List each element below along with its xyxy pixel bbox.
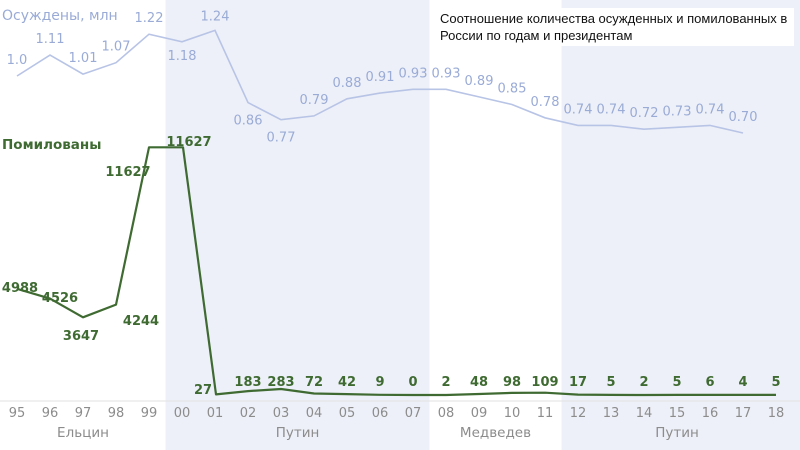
x-tick-label: 10 — [504, 406, 521, 421]
convicted-data-label: 0.70 — [729, 110, 758, 125]
convicted-data-label: 0.93 — [432, 66, 461, 81]
convicted-data-label: 1.18 — [168, 49, 197, 64]
era-band-3 — [561, 0, 800, 450]
pardoned-data-label: 9 — [375, 375, 384, 390]
era-label: Ельцин — [57, 425, 109, 441]
convicted-data-label: 1.24 — [201, 9, 230, 24]
x-tick-label: 18 — [768, 406, 785, 421]
x-tick-label: 12 — [570, 406, 587, 421]
convicted-data-label: 0.79 — [300, 93, 329, 108]
pardoned-data-label: 4 — [738, 375, 747, 390]
x-tick-label: 98 — [108, 406, 125, 421]
convicted-data-label: 0.89 — [465, 74, 494, 89]
x-tick-label: 13 — [603, 406, 620, 421]
convicted-data-label: 0.78 — [531, 95, 560, 110]
pardoned-data-label: 5 — [672, 375, 681, 390]
x-tick-label: 15 — [669, 406, 686, 421]
era-label: Медведев — [460, 425, 531, 441]
pardoned-data-label: 17 — [569, 375, 587, 390]
x-tick-label: 07 — [405, 406, 422, 421]
pardoned-data-label: 4244 — [123, 314, 159, 329]
pardoned-data-label: 2 — [441, 375, 450, 390]
pardoned-series-title: Помилованы — [2, 137, 101, 153]
x-tick-label: 16 — [702, 406, 719, 421]
x-tick-label: 02 — [240, 406, 257, 421]
convicted-data-label: 0.93 — [399, 66, 428, 81]
convicted-data-label: 0.72 — [630, 106, 659, 121]
pardoned-line — [16, 146, 776, 397]
convicted-data-label: 0.91 — [366, 70, 395, 85]
convicted-data-label: 0.74 — [564, 102, 593, 117]
pardoned-data-label: 0 — [408, 375, 417, 390]
era-labels: Ельцин Путин Медведев Путин — [57, 425, 699, 441]
x-tick-label: 96 — [42, 406, 59, 421]
era-band-1 — [165, 0, 430, 450]
x-tick-label: 99 — [141, 406, 158, 421]
pardoned-data-label: 183 — [234, 375, 261, 390]
chart-note: Соотношение количества осужденных и поми… — [436, 8, 794, 46]
pardoned-data-label: 4988 — [2, 281, 38, 296]
pardoned-data-label: 27 — [194, 383, 212, 398]
x-tick-label: 17 — [735, 406, 752, 421]
convicted-data-label: 0.74 — [597, 102, 626, 117]
pardoned-data-label: 72 — [305, 375, 323, 390]
x-tick-label: 00 — [174, 406, 191, 421]
convicted-data-label: 0.86 — [234, 114, 263, 129]
x-tick-label: 14 — [636, 406, 653, 421]
convicted-series: 1.0 1.11 1.01 1.07 1.22 1.18 1.24 0.86 0.77 0.79 0… — [7, 9, 758, 145]
x-tick-label: 06 — [372, 406, 389, 421]
era-label: Путин — [655, 425, 699, 441]
convicted-data-label: 1.22 — [135, 11, 164, 26]
convicted-series-title: Осуждены, млн — [2, 8, 118, 24]
convicted-data-label: 0.74 — [696, 102, 725, 117]
pardoned-data-label: 5 — [771, 375, 780, 390]
pardoned-data-label: 48 — [470, 375, 488, 390]
pardoned-data-label: 283 — [267, 375, 294, 390]
pardoned-data-label: 3647 — [63, 329, 99, 344]
pardoned-data-label: 11627 — [166, 135, 211, 150]
convicted-data-label: 1.07 — [102, 40, 131, 55]
convicted-data-label: 0.73 — [663, 104, 692, 119]
pardoned-data-label: 5 — [606, 375, 615, 390]
era-label: Путин — [276, 425, 320, 441]
convicted-data-label: 0.88 — [333, 76, 362, 91]
pardoned-data-label: 42 — [338, 375, 356, 390]
pardoned-data-label: 6 — [705, 375, 714, 390]
x-tick-label: 97 — [75, 406, 92, 421]
pardoned-data-label: 2 — [639, 375, 648, 390]
pardoned-data-label: 11627 — [105, 165, 150, 180]
x-tick-label: 03 — [273, 406, 290, 421]
convicted-data-label: 0.77 — [267, 131, 296, 146]
convicted-data-label: 1.01 — [69, 51, 98, 66]
era-bands — [165, 0, 800, 450]
pardoned-data-label: 109 — [531, 375, 558, 390]
x-tick-label: 04 — [306, 406, 323, 421]
x-tick-label: 01 — [207, 406, 224, 421]
x-axis-ticks: 95 96 97 98 99 00 01 02 03 04 05 06 07 08 09 10 11 12 13 14… — [9, 406, 785, 421]
x-tick-label: 08 — [438, 406, 455, 421]
x-tick-label: 95 — [9, 406, 26, 421]
pardoned-data-label: 4526 — [42, 291, 78, 306]
convicted-data-label: 1.11 — [36, 32, 65, 47]
convicted-line — [16, 29, 744, 134]
convicted-data-label: 0.85 — [498, 82, 527, 97]
x-tick-label: 05 — [339, 406, 356, 421]
pardoned-data-label: 98 — [503, 375, 521, 390]
x-tick-label: 09 — [471, 406, 488, 421]
x-tick-label: 11 — [537, 406, 554, 421]
convicted-data-label: 1.0 — [7, 53, 28, 68]
